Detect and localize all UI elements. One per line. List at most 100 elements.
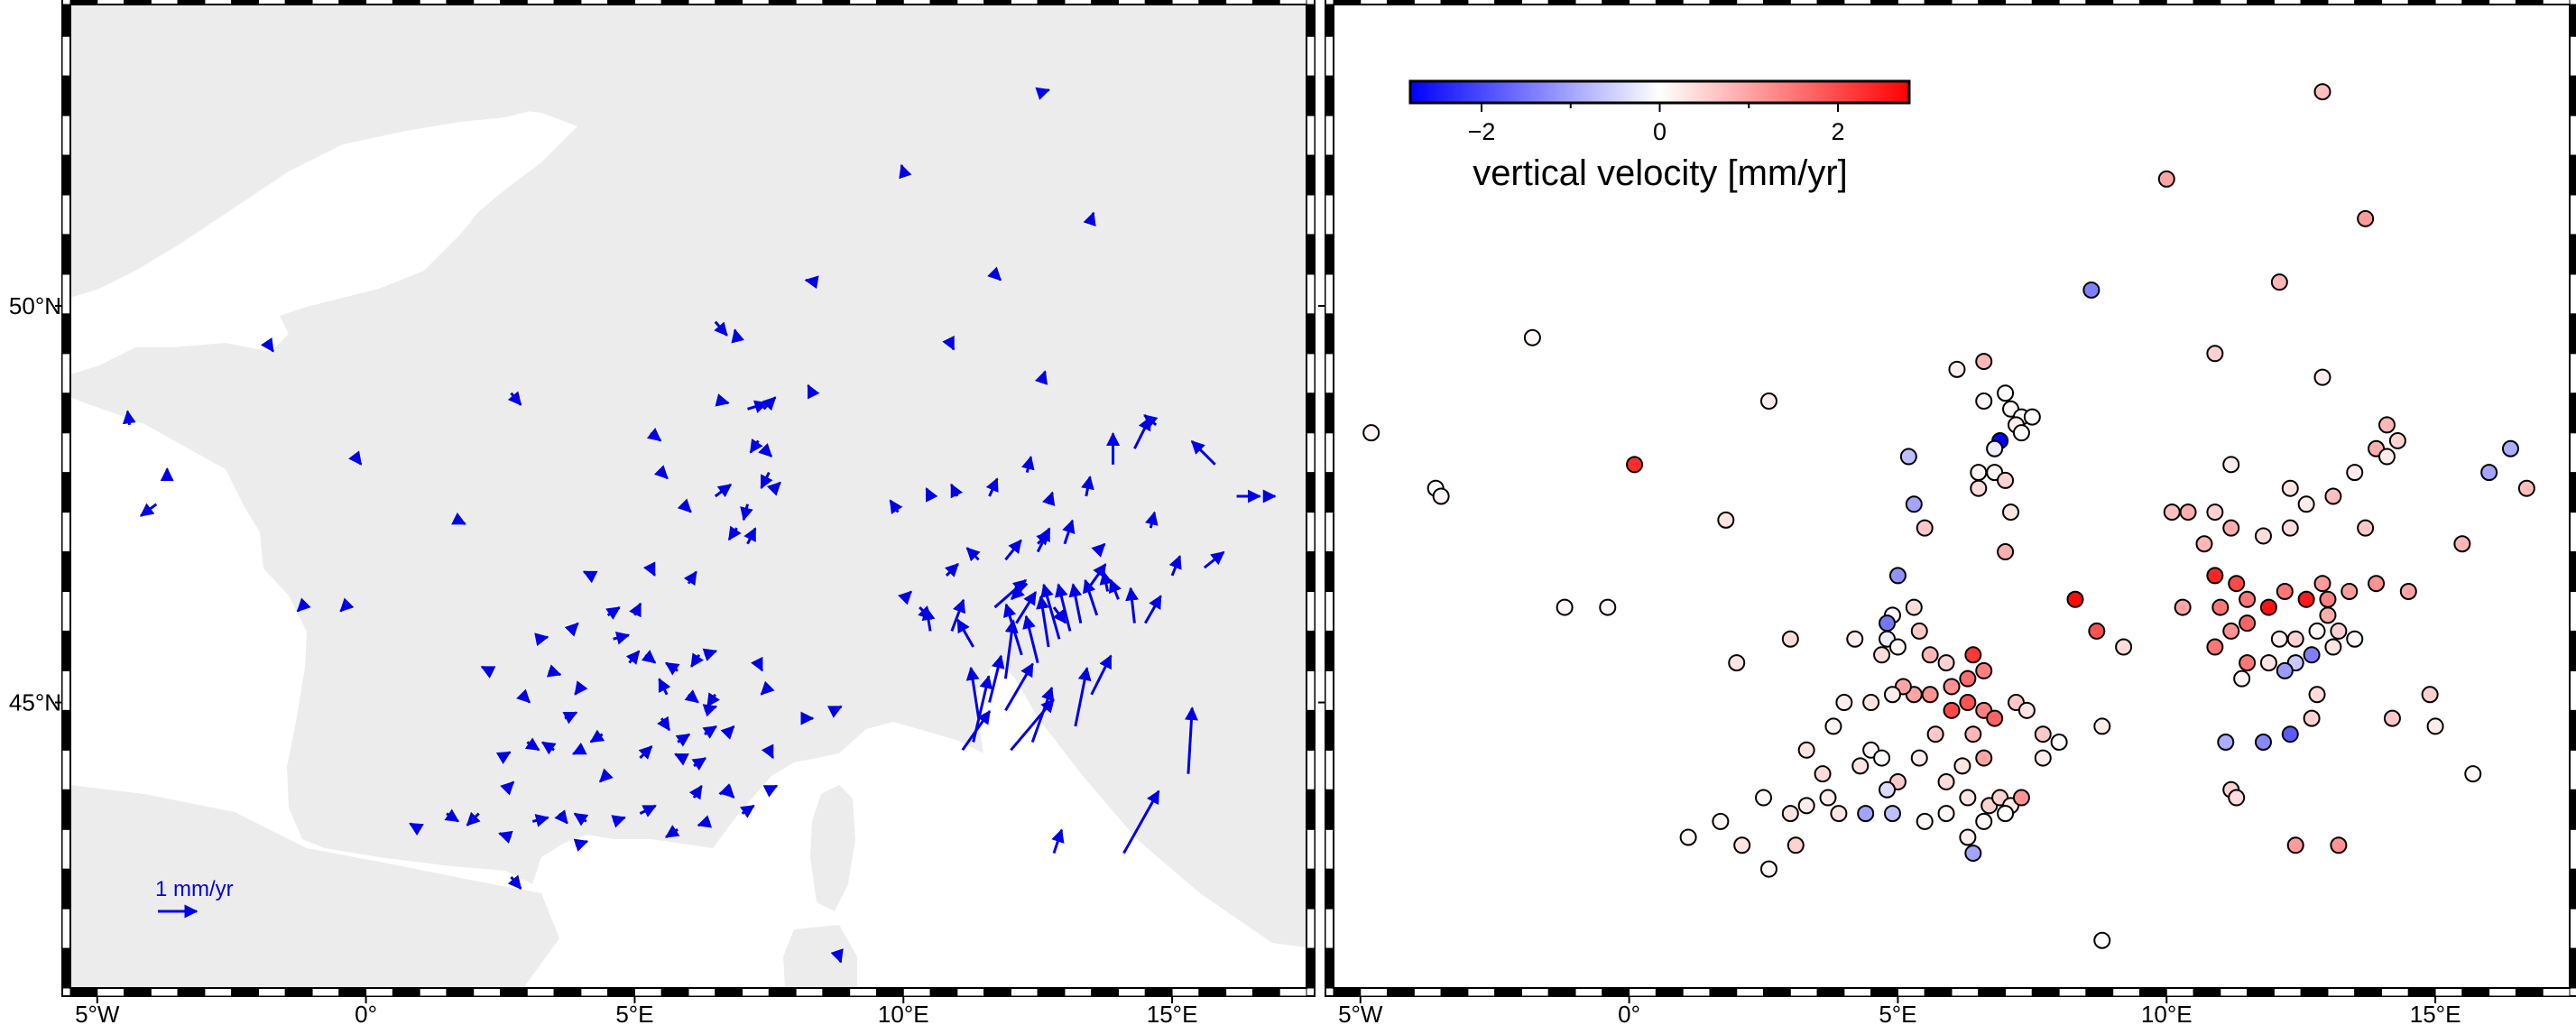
velocity-arrow: [956, 618, 974, 648]
frame-segment: [1709, 987, 1738, 997]
station-marker: [2313, 575, 2331, 593]
station-marker: [2357, 519, 2375, 537]
station-marker: [2259, 654, 2277, 672]
scale-label: 1 mm/yr: [155, 877, 234, 901]
frame-segment: [1602, 987, 1630, 997]
station-marker: [1975, 353, 1993, 371]
station-marker: [1964, 646, 1982, 664]
station-marker: [2324, 487, 2342, 505]
frame-segment: [2031, 987, 2060, 997]
station-marker: [2012, 789, 2030, 807]
frame-segment: [1333, 987, 1362, 997]
station-marker: [2303, 646, 2321, 664]
velocity-arrow: [540, 741, 557, 755]
station-marker: [1970, 479, 1988, 497]
frame-segment: [2569, 194, 2576, 235]
frame-segment: [1306, 35, 1316, 77]
station-marker: [2453, 535, 2471, 553]
station-marker: [2377, 416, 2396, 434]
station-marker: [2050, 734, 2068, 751]
frame-segment: [1144, 987, 1173, 997]
velocity-arrow: [690, 652, 705, 668]
frame-segment: [2354, 987, 2383, 997]
station-marker: [1953, 757, 1971, 775]
station-marker: [2308, 622, 2326, 640]
velocity-arrow: [657, 716, 671, 732]
velocity-arrow: [1184, 706, 1198, 774]
velocity-arrow: [766, 481, 781, 496]
frame-segment: [2085, 987, 2114, 997]
velocity-arrow: [714, 320, 728, 337]
station-marker: [2368, 575, 2386, 593]
velocity-arrow: [1168, 555, 1182, 577]
velocity-arrow: [1040, 583, 1061, 640]
frame-segment: [1843, 987, 1872, 997]
frame-segment: [204, 987, 233, 997]
frame-segment: [1306, 392, 1316, 434]
frame-segment: [2569, 749, 2576, 790]
station-marker: [2421, 686, 2439, 704]
station-marker: [2239, 654, 2257, 672]
frame-segment: [1325, 392, 1334, 434]
station-marker: [1975, 812, 1993, 830]
frame-segment: [1279, 987, 1307, 997]
velocity-arrow: [564, 622, 579, 637]
station-marker: [2066, 590, 2084, 608]
velocity-arrow: [1190, 439, 1216, 466]
frame-segment: [2461, 987, 2490, 997]
station-marker: [1986, 439, 2004, 457]
frame-segment: [61, 4, 71, 37]
velocity-arrow: [480, 665, 496, 679]
station-marker: [2023, 408, 2041, 426]
station-marker: [2093, 931, 2111, 949]
velocity-arrow: [653, 465, 669, 480]
velocity-arrow: [582, 570, 598, 584]
frame-segment: [1306, 512, 1316, 553]
frame-segment: [1306, 313, 1316, 355]
velocity-arrow: [714, 483, 733, 498]
frame-segment: [875, 987, 904, 997]
frame-segment: [1924, 987, 1953, 997]
frame-segment: [2569, 868, 2576, 910]
frame-segment: [2569, 908, 2576, 949]
frame-segment: [1325, 35, 1334, 77]
frame-segment: [580, 987, 609, 997]
station-marker: [2222, 456, 2240, 474]
frame-segment: [929, 987, 958, 997]
frame-segment: [1064, 987, 1093, 997]
station-marker: [2346, 630, 2364, 648]
velocity-arrow: [942, 335, 956, 351]
velocity-arrow: [702, 648, 718, 661]
frame-segment: [1816, 987, 1845, 997]
station-marker: [1943, 701, 1961, 719]
velocity-arrow: [1090, 654, 1113, 696]
station-marker: [1819, 789, 1837, 807]
velocity-arrow: [1144, 595, 1162, 624]
colorbar-tick-label: 0: [1653, 118, 1667, 145]
frame-segment: [1325, 512, 1334, 553]
velocity-arrow: [1055, 583, 1072, 632]
frame-segment: [1789, 987, 1818, 997]
frame-segment: [311, 987, 340, 997]
frame-segment: [2193, 987, 2221, 997]
velocity-arrow: [1203, 550, 1225, 569]
velocity-arrow: [826, 705, 843, 718]
station-marker: [2270, 273, 2288, 291]
station-marker: [1964, 845, 1982, 863]
station-marker: [2228, 789, 2246, 807]
velocity-arrow: [1125, 586, 1140, 623]
frame-segment: [2569, 472, 2576, 513]
velocity-arrow: [1015, 590, 1038, 624]
velocity-arrow: [830, 948, 844, 964]
station-marker: [2286, 836, 2304, 854]
station-marker: [2297, 495, 2315, 513]
station-marker: [2464, 765, 2482, 783]
station-marker: [2399, 582, 2417, 600]
frame-segment: [1306, 551, 1316, 592]
station-marker: [2179, 503, 2197, 522]
velocity-arrow: [641, 650, 657, 664]
velocity-arrow: [339, 597, 355, 613]
station-marker: [1523, 328, 1541, 346]
station-marker: [2163, 503, 2181, 522]
map-frame: [55, 0, 1316, 1003]
